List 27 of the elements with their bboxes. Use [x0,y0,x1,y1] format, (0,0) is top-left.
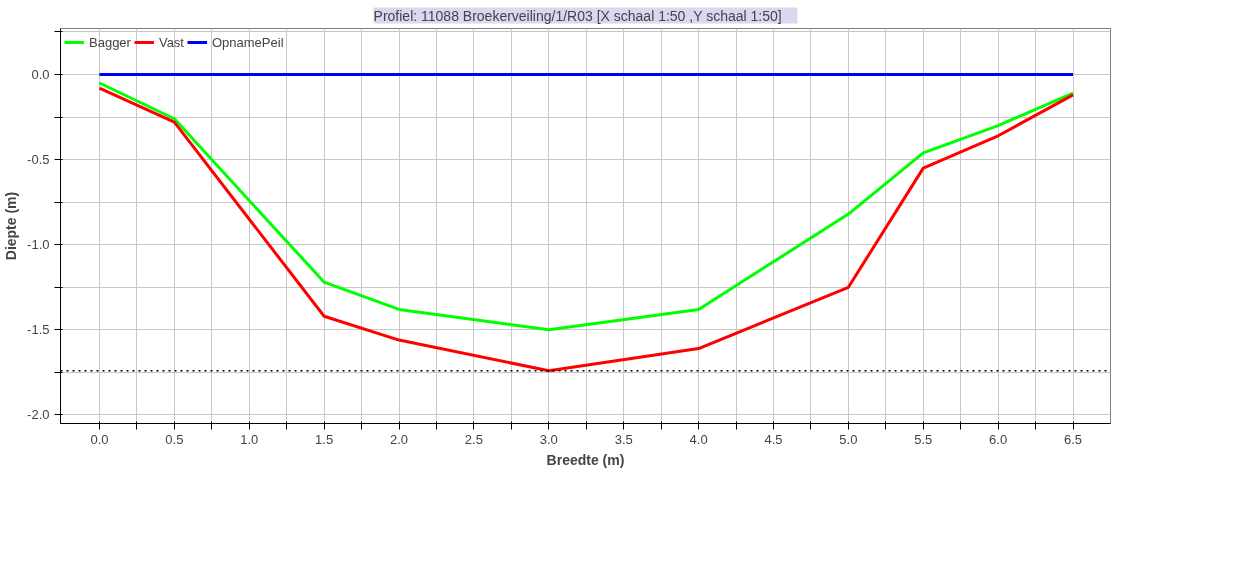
x-tick-label: 6.0 [989,431,1008,447]
x-tick-label: 6.5 [1064,431,1083,447]
y-axis-title: Diepte (m) [3,191,20,261]
x-tick-label: 2.5 [464,431,483,447]
x-tick-label: 5.5 [914,431,933,447]
x-tick-label: 2.0 [389,431,409,447]
x-tick-label: 4.0 [689,431,708,447]
y-tick-label: -1.0 [27,237,50,253]
legend-label: Vast [158,34,184,50]
legend-label: Bagger [89,34,131,50]
x-axis-title: Breedte (m) [546,451,625,468]
x-tick-label: 1.5 [315,431,334,447]
line-series [97,81,1075,332]
y-tick-label: -1.5 [27,322,50,338]
legend-label: OpnamePeil [211,34,284,50]
y-tick-label: -2.0 [27,407,50,423]
x-tick-label: 3.5 [614,431,633,447]
chart-title: Profiel: 11088 Broekerveiling/1/R03 [X schaal 1:50 ,Y schaal 1:50] [373,7,782,24]
y-tick-label: 0.0 [31,66,50,82]
x-tick-label: 0.5 [165,431,184,447]
x-tick-label: 5.0 [839,431,858,447]
y-tick-label: -0.5 [27,152,50,168]
x-tick-label: 1.0 [240,431,259,447]
x-tick-label: 0.0 [90,431,109,447]
line-series [97,86,1075,373]
x-tick-label: 4.5 [764,431,783,447]
x-tick-label: 3.0 [539,431,558,447]
